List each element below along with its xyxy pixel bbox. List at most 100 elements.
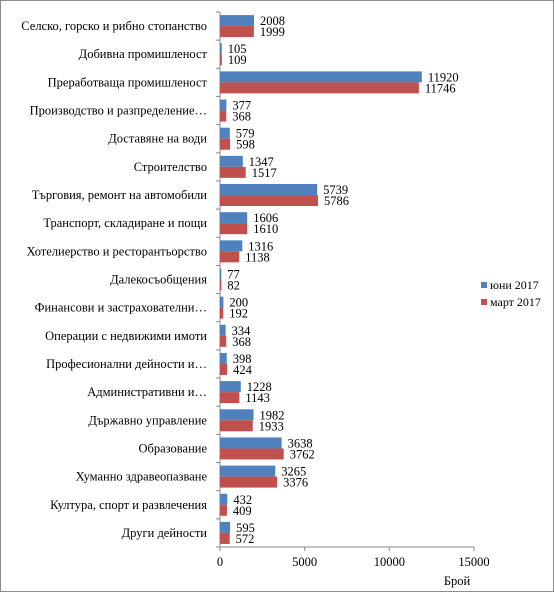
data-label: 2008 xyxy=(260,14,285,28)
bar-june-2017 xyxy=(220,184,318,196)
data-label: 1143 xyxy=(245,391,270,405)
category-label: Административни и… xyxy=(87,385,207,399)
bar-june-2017 xyxy=(220,409,254,421)
category-label: Строителство xyxy=(134,160,207,174)
data-label: 192 xyxy=(229,307,248,321)
x-tick-label: 0 xyxy=(217,555,223,569)
bar-march-2017 xyxy=(220,392,240,404)
bar-march-2017 xyxy=(220,26,254,38)
bar-march-2017 xyxy=(220,504,227,516)
data-label: 3265 xyxy=(281,465,306,479)
category-label: Култура, спорт и развлечения xyxy=(50,498,207,512)
data-label: 1982 xyxy=(260,408,285,422)
category-label: Финансови и застрахователни… xyxy=(35,301,207,315)
category-label: Образование xyxy=(138,441,207,455)
bar-march-2017 xyxy=(220,54,222,66)
bar-march-2017 xyxy=(220,476,278,488)
bar-june-2017 xyxy=(220,99,227,111)
data-label: 5786 xyxy=(324,194,349,208)
bar-june-2017 xyxy=(220,127,230,139)
legend-label: юни 2017 xyxy=(490,278,539,292)
data-label: 1999 xyxy=(260,25,285,39)
bar-march-2017 xyxy=(220,138,231,150)
category-label: Хотелиерство и ресторантьорство xyxy=(26,244,207,258)
category-label: Търговия, ремонт на автомобили xyxy=(32,188,207,202)
category-label: Доставяне на води xyxy=(108,132,207,146)
data-label: 105 xyxy=(228,42,247,56)
data-label: 200 xyxy=(229,296,248,310)
data-label: 1610 xyxy=(253,222,278,236)
data-label: 11746 xyxy=(425,81,456,95)
bar-june-2017 xyxy=(220,381,241,393)
data-label: 1933 xyxy=(259,419,284,433)
data-label: 11920 xyxy=(428,70,459,84)
legend-swatch xyxy=(481,282,487,288)
legend-label: март 2017 xyxy=(490,295,541,309)
bar-march-2017 xyxy=(220,448,284,460)
category-label: Производство и разпределение… xyxy=(30,104,207,118)
data-label: 334 xyxy=(232,324,252,338)
data-label: 398 xyxy=(233,352,252,366)
category-label: Професионални дейности и… xyxy=(46,357,207,371)
data-label: 1606 xyxy=(253,211,278,225)
bar-june-2017 xyxy=(220,296,224,308)
bar-june-2017 xyxy=(220,155,243,167)
bar-june-2017 xyxy=(220,212,248,224)
bar-june-2017 xyxy=(220,493,228,505)
bar-june-2017 xyxy=(220,43,222,55)
bar-march-2017 xyxy=(220,110,227,122)
bar-march-2017 xyxy=(220,363,228,375)
bar-june-2017 xyxy=(220,352,227,364)
x-tick-label: 5000 xyxy=(292,555,317,569)
category-label: Транспорт, складиране и пощи xyxy=(43,216,207,230)
bar-june-2017 xyxy=(220,15,255,27)
bar-march-2017 xyxy=(220,279,222,291)
category-label: Далекосъобщения xyxy=(110,273,207,287)
bar-march-2017 xyxy=(220,223,248,235)
bar-march-2017 xyxy=(220,251,240,263)
bar-june-2017 xyxy=(220,268,222,280)
data-label: 572 xyxy=(236,532,255,546)
category-label: Държавно управление xyxy=(88,413,207,427)
category-label: Селско, горско и рибно стопанство xyxy=(21,19,207,33)
category-label: Други дейности xyxy=(122,526,208,540)
data-label: 1138 xyxy=(245,250,270,264)
data-label: 1517 xyxy=(252,166,277,180)
data-label: 1347 xyxy=(249,155,274,169)
x-tick-label: 10000 xyxy=(374,555,405,569)
data-label: 368 xyxy=(232,335,251,349)
data-label: 432 xyxy=(233,493,252,507)
bar-march-2017 xyxy=(220,335,227,347)
data-label: 424 xyxy=(233,363,253,377)
bar-march-2017 xyxy=(220,532,230,544)
data-label: 77 xyxy=(227,268,240,282)
x-tick-label: 15000 xyxy=(458,555,489,569)
data-label: 579 xyxy=(236,127,255,141)
category-label: Преработваща промишленост xyxy=(48,75,208,89)
data-label: 595 xyxy=(236,521,255,535)
bar-march-2017 xyxy=(220,166,246,178)
data-label: 109 xyxy=(228,53,247,67)
data-label: 3376 xyxy=(283,476,308,490)
legend-swatch xyxy=(481,299,487,305)
bar-march-2017 xyxy=(220,307,224,319)
data-label: 3762 xyxy=(290,447,315,461)
data-label: 82 xyxy=(227,279,240,293)
category-label: Добивна промишленост xyxy=(79,47,208,61)
bar-june-2017 xyxy=(220,240,243,252)
bar-march-2017 xyxy=(220,82,419,94)
category-label: Операции с недвижими имоти xyxy=(45,329,207,343)
bar-june-2017 xyxy=(220,465,276,477)
data-label: 5739 xyxy=(323,183,348,197)
category-label: Хуманно здравеопазване xyxy=(76,470,208,484)
data-label: 1228 xyxy=(247,380,272,394)
bar-june-2017 xyxy=(220,324,226,336)
bar-march-2017 xyxy=(220,420,253,432)
data-label: 1316 xyxy=(248,239,273,253)
data-label: 368 xyxy=(232,110,251,124)
bar-june-2017 xyxy=(220,521,231,533)
bar-june-2017 xyxy=(220,437,282,449)
data-label: 409 xyxy=(233,504,252,518)
